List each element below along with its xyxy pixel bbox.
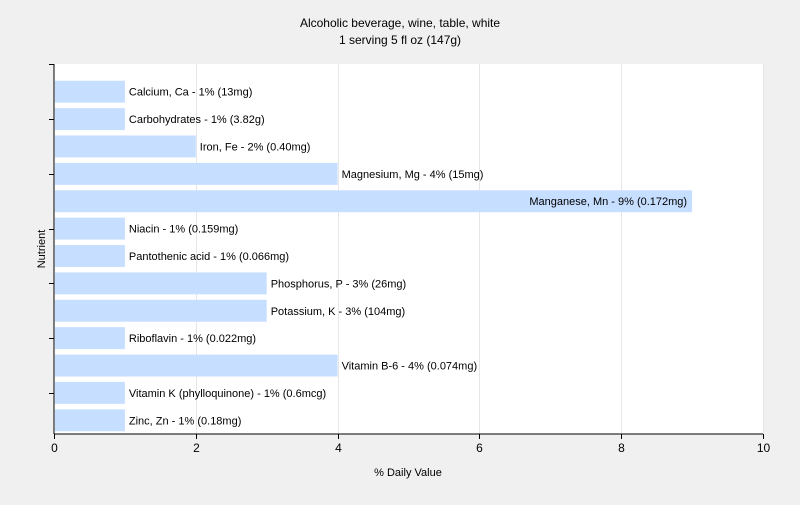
- bar-7: [55, 272, 267, 295]
- x-tick-label-6: 6: [476, 441, 483, 455]
- bar-8: [55, 299, 267, 322]
- bar-1: [55, 108, 125, 131]
- bar-4: [55, 190, 693, 213]
- bar-label-10: Vitamin B-6 - 4% (0.074mg): [342, 361, 478, 373]
- bar-9: [55, 327, 125, 350]
- y-axis-label: Nutrient: [36, 230, 48, 269]
- bar-label-9: Riboflavin - 1% (0.022mg): [129, 333, 256, 345]
- x-tick-label-0: 0: [51, 441, 58, 455]
- bar-0: [55, 80, 125, 103]
- bar-2: [55, 135, 196, 158]
- bar-label-3: Magnesium, Mg - 4% (15mg): [342, 169, 484, 181]
- bar-label-12: Zinc, Zn - 1% (0.18mg): [129, 415, 241, 427]
- bar-5: [55, 217, 125, 240]
- bar-label-5: Niacin - 1% (0.159mg): [129, 224, 238, 236]
- axes: 0 2 4 6 8 10: [49, 64, 770, 455]
- bar-6: [55, 245, 125, 267]
- bar-label-11: Vitamin K (phylloquinone) - 1% (0.6mcg): [129, 388, 326, 400]
- chart-title: Alcoholic beverage, wine, table, white: [300, 16, 500, 30]
- x-tick-label-4: 4: [335, 441, 342, 455]
- bar-label-4: Manganese, Mn - 9% (0.172mg): [529, 196, 687, 208]
- bar-3: [55, 162, 338, 185]
- bars: Calcium, Ca - 1% (13mg) Carbohydrates - 1…: [55, 80, 693, 432]
- bar-11: [55, 381, 125, 404]
- bar-10: [55, 354, 338, 377]
- bar-label-1: Carbohydrates - 1% (3.82g): [129, 114, 265, 126]
- x-axis-label: % Daily Value: [374, 467, 442, 479]
- x-tick-label-10: 10: [757, 441, 771, 455]
- bar-12: [55, 409, 125, 432]
- x-tick-label-8: 8: [618, 441, 625, 455]
- bar-label-8: Potassium, K - 3% (104mg): [271, 306, 406, 318]
- bar-label-7: Phosphorus, P - 3% (26mg): [271, 278, 407, 290]
- x-tick-label-2: 2: [193, 441, 200, 455]
- chart-subtitle: 1 serving 5 fl oz (147g): [339, 33, 461, 47]
- grid-lines: [196, 64, 764, 434]
- bar-label-6: Pantothenic acid - 1% (0.066mg): [129, 251, 289, 263]
- bar-label-2: Iron, Fe - 2% (0.40mg): [200, 141, 311, 153]
- bar-label-0: Calcium, Ca - 1% (13mg): [129, 87, 252, 99]
